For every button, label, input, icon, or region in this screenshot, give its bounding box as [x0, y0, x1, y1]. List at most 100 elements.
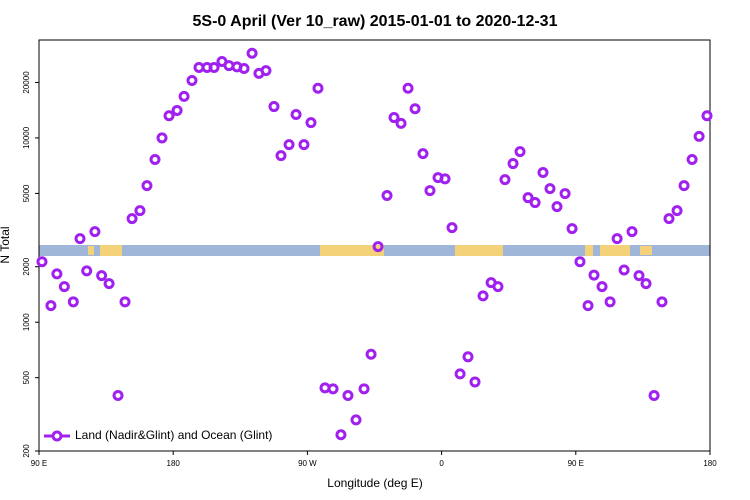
- land-strip: [640, 246, 652, 255]
- data-point: [372, 241, 384, 253]
- data-point: [275, 150, 287, 162]
- data-point: [596, 281, 608, 293]
- data-point: [163, 110, 175, 122]
- data-point: [611, 233, 623, 245]
- data-point: [424, 185, 436, 197]
- data-point: [268, 101, 280, 113]
- data-point: [409, 103, 421, 115]
- data-point: [648, 390, 660, 402]
- chart-title: 5S-0 April (Ver 10_raw) 2015-01-01 to 20…: [193, 13, 558, 30]
- x-tick-label: 180: [167, 459, 181, 468]
- data-point: [446, 222, 458, 234]
- land-strip: [585, 245, 593, 256]
- x-tick-label: 90 E: [568, 459, 584, 468]
- land-strip: [320, 245, 384, 256]
- data-point: [633, 270, 645, 282]
- data-point: [559, 188, 571, 200]
- data-point: [492, 281, 504, 293]
- data-point: [119, 296, 131, 308]
- data-point: [514, 146, 526, 158]
- data-point: [477, 290, 489, 302]
- data-point: [178, 90, 190, 102]
- x-tick-label: 90 W: [298, 459, 317, 468]
- data-point: [149, 153, 161, 165]
- data-point: [566, 223, 578, 235]
- data-point: [141, 180, 153, 192]
- data-point: [96, 270, 108, 282]
- data-point: [454, 368, 466, 380]
- land-strip: [455, 245, 503, 256]
- data-point: [693, 130, 705, 142]
- y-tick-label: 5000: [22, 184, 31, 202]
- y-axis-label: N Total: [0, 226, 12, 263]
- x-tick-label: 0: [439, 459, 444, 468]
- data-point: [126, 213, 138, 225]
- data-point: [36, 256, 48, 268]
- data-point: [134, 205, 146, 217]
- y-tick-label: 200: [22, 444, 31, 458]
- data-point: [701, 110, 713, 122]
- data-point: [439, 173, 451, 185]
- y-tick-label: 500: [22, 370, 31, 384]
- data-point: [283, 139, 295, 151]
- data-point: [335, 429, 347, 441]
- data-point: [186, 74, 198, 86]
- data-point: [58, 281, 70, 293]
- plot-frame: [38, 39, 711, 452]
- data-point: [582, 300, 594, 312]
- data-point: [626, 226, 638, 238]
- data-point: [529, 197, 541, 209]
- data-point: [522, 192, 534, 204]
- data-point: [208, 62, 220, 74]
- data-point: [395, 117, 407, 129]
- y-tick-label: 10000: [22, 126, 31, 149]
- data-point: [544, 183, 556, 195]
- y-tick-label: 20000: [22, 71, 31, 94]
- land-strip: [88, 246, 94, 255]
- data-point: [305, 117, 317, 129]
- data-point: [246, 47, 258, 59]
- data-point: [499, 174, 511, 186]
- data-point: [365, 348, 377, 360]
- data-point: [656, 296, 668, 308]
- data-point: [67, 296, 79, 308]
- data-point: [618, 264, 630, 276]
- data-point: [103, 278, 115, 290]
- data-point: [402, 82, 414, 94]
- data-point: [469, 376, 481, 388]
- data-point: [350, 414, 362, 426]
- data-point: [663, 213, 675, 225]
- data-point: [381, 190, 393, 202]
- data-point: [51, 268, 63, 280]
- data-point: [342, 390, 354, 402]
- data-point: [462, 351, 474, 363]
- data-point: [671, 205, 683, 217]
- data-point: [551, 201, 563, 213]
- data-point: [171, 104, 183, 116]
- data-point: [327, 383, 339, 395]
- data-point: [417, 148, 429, 160]
- data-point: [112, 390, 124, 402]
- data-point: [537, 167, 549, 179]
- data-point: [89, 226, 101, 238]
- legend-label: Land (Nadir&Glint) and Ocean (Glint): [75, 428, 272, 442]
- data-point: [604, 296, 616, 308]
- data-point: [574, 256, 586, 268]
- land-strip: [100, 245, 122, 256]
- y-tick-label: 2000: [22, 257, 31, 275]
- data-point: [678, 180, 690, 192]
- data-point: [686, 153, 698, 165]
- x-axis-label: Longitude (deg E): [327, 476, 422, 490]
- data-point: [81, 265, 93, 277]
- data-point: [290, 109, 302, 121]
- x-tick-label: 180: [703, 459, 717, 468]
- land-strip: [600, 245, 630, 256]
- data-point: [507, 158, 519, 170]
- data-point: [45, 300, 57, 312]
- data-point: [312, 82, 324, 94]
- data-point: [298, 139, 310, 151]
- data-point: [588, 269, 600, 281]
- legend-marker: [51, 430, 63, 442]
- data-point: [358, 383, 370, 395]
